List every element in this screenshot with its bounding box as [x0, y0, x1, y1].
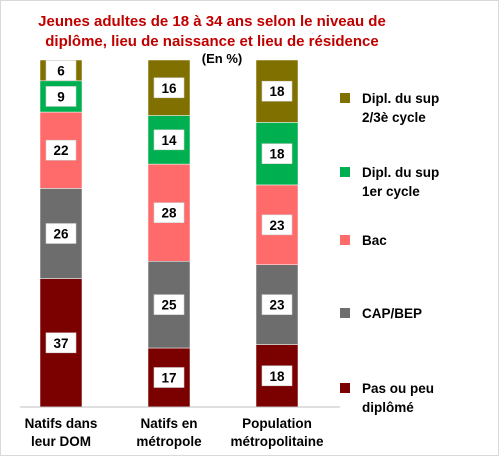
value-label: 18	[269, 147, 285, 162]
value-label-box	[261, 143, 293, 164]
category-label: métropolitaine	[230, 434, 324, 449]
category-labels: Natifs dans leur DOM Natifs en métropole Pop…	[25, 416, 324, 449]
bars-group: 37 26 22 9 6 17 25 28 14 16 18 23 23 18 18	[39, 59, 299, 408]
legend-label: Bac	[362, 233, 387, 248]
value-label: 18	[269, 369, 285, 384]
legend-swatch	[340, 383, 350, 393]
value-label-box	[261, 294, 293, 315]
value-label-box	[153, 294, 185, 315]
chart-unit-label: (En %)	[202, 51, 242, 66]
category-label: leur DOM	[31, 434, 91, 449]
value-label: 22	[53, 143, 68, 158]
value-label: 25	[161, 298, 177, 313]
category-label: Population	[242, 416, 312, 431]
legend-swatch	[340, 167, 350, 177]
legend-swatch	[340, 93, 350, 103]
legend-label: 2/3è cycle	[362, 110, 426, 125]
category-label: métropole	[136, 434, 202, 449]
category-label: Natifs en	[140, 416, 197, 431]
value-label-box	[45, 60, 77, 81]
category-label: Natifs dans	[25, 416, 98, 431]
value-label-box	[153, 77, 185, 99]
value-label: 18	[269, 84, 285, 99]
legend-label: diplômé	[362, 400, 414, 415]
value-label-box	[153, 202, 185, 223]
value-label: 37	[53, 336, 68, 351]
chart-title-line-2: diplôme, lieu de naissance et lieu de ré…	[45, 33, 378, 50]
value-label-box	[261, 365, 293, 387]
legend-swatch	[340, 235, 350, 245]
value-label: 6	[57, 63, 65, 78]
legend-label: Pas ou peu	[362, 381, 434, 396]
chart-title-line-1: Jeunes adultes de 18 à 34 ans selon le n…	[38, 13, 386, 30]
value-label: 23	[269, 218, 285, 233]
legend-label: Dipl. du sup	[362, 91, 439, 106]
value-label: 28	[161, 206, 177, 221]
value-label-box	[45, 223, 77, 244]
legend-label: Dipl. du sup	[362, 165, 439, 180]
value-label: 14	[161, 133, 177, 148]
value-label-box	[45, 332, 77, 354]
value-label: 23	[269, 298, 285, 313]
legend-swatch	[340, 308, 350, 318]
value-label-box	[45, 139, 77, 161]
value-label-box	[45, 86, 77, 107]
value-label: 9	[57, 89, 65, 104]
value-label-box	[153, 367, 185, 388]
legend-label: 1er cycle	[362, 184, 420, 199]
value-label: 16	[161, 81, 177, 96]
legend: Dipl. du sup 2/3è cycle Dipl. du sup 1er cy…	[340, 91, 439, 415]
value-label: 17	[161, 371, 176, 386]
value-label: 26	[53, 227, 69, 242]
value-label-box	[261, 214, 293, 236]
legend-label: CAP/BEP	[362, 306, 422, 321]
value-label-box	[153, 129, 185, 151]
value-label-box	[261, 80, 293, 102]
